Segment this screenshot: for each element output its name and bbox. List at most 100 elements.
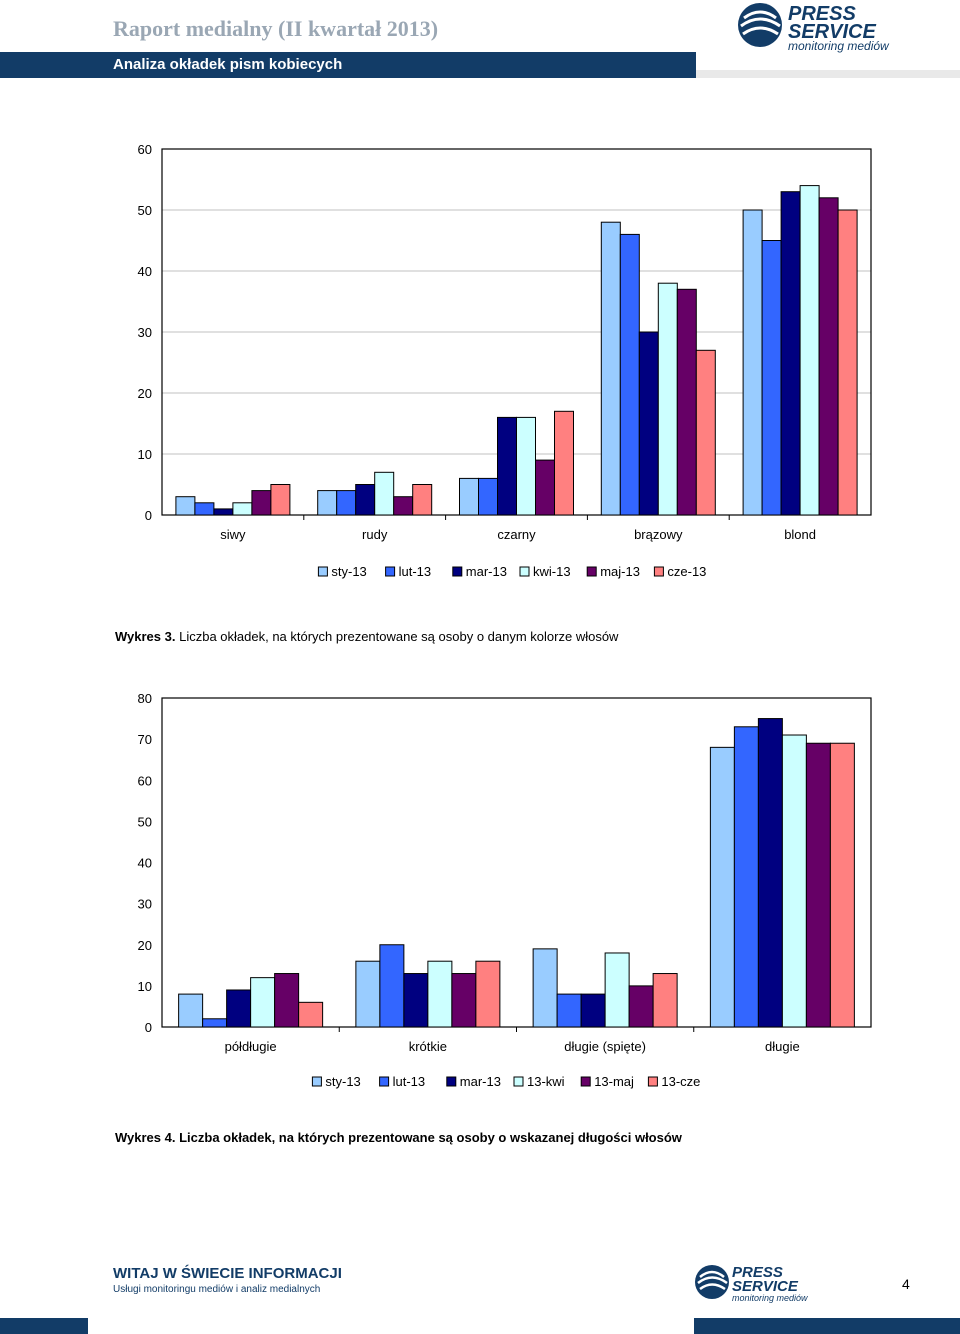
chart1-bar	[695, 349, 716, 516]
chart1-bar	[676, 288, 697, 516]
chart2-bar	[274, 973, 300, 1028]
chart1-legend-label: maj-13	[600, 564, 640, 579]
chart2-bar	[298, 1001, 324, 1028]
chart2-bar	[403, 973, 429, 1028]
chart1-bar	[251, 490, 272, 516]
chart-hair-length: 0 10 20 30 40 50 60 70 80 półdługie krótkie długie …	[138, 691, 872, 1089]
chart1-category-label: czarny	[497, 527, 536, 542]
chart1-bar	[270, 484, 291, 516]
footer-logo: PRESS SERVICE monitoring mediów	[695, 1264, 808, 1303]
chart1-y-tick-label: 10	[138, 447, 152, 462]
chart2-y-tick-label: 0	[145, 1020, 152, 1035]
chart2-bar	[733, 726, 759, 1028]
chart1-bar	[600, 221, 621, 516]
chart1-bar	[837, 209, 858, 516]
chart2-y-tick-label: 40	[138, 856, 152, 871]
chart2-bar	[829, 742, 855, 1028]
chart1-legend-swatch	[653, 566, 664, 577]
chart1-bar	[478, 477, 498, 516]
chart1-legend-swatch	[586, 566, 597, 577]
chart2-y-tick-label: 20	[138, 938, 152, 953]
chart2-category-label: długie	[765, 1039, 800, 1054]
chart1-caption-text: Liczba okładek, na których prezentowane …	[179, 629, 619, 644]
chart1-bar	[780, 191, 801, 516]
chart2-legend-label: lut-13	[393, 1074, 426, 1089]
footer-bar-left	[0, 1318, 88, 1334]
chart2-bar	[556, 993, 582, 1028]
report-title: Raport medialny (II kwartał 2013)	[113, 16, 439, 41]
chart1-bar	[742, 209, 763, 516]
chart2-bar	[355, 960, 381, 1028]
header-bar-accent	[696, 70, 960, 78]
chart2-bar	[652, 973, 678, 1028]
chart1-bar	[213, 508, 234, 516]
chart1-category-label: brązowy	[634, 527, 683, 542]
chart2-legend-swatch	[379, 1076, 390, 1087]
chart2-bar	[709, 746, 735, 1028]
chart1-bar	[799, 185, 820, 516]
chart2-bar	[202, 1018, 228, 1028]
chart2-bar	[580, 993, 606, 1028]
chart1-legend-swatch	[452, 566, 463, 577]
chart2-bar	[628, 985, 654, 1028]
footer-tagline: WITAJ W ŚWIECIE INFORMACJI	[113, 1265, 342, 1282]
footer-bar-right	[694, 1318, 960, 1334]
chart1-bar	[619, 233, 640, 516]
chart2-y-tick-label: 30	[138, 897, 152, 912]
chart1-bar	[459, 477, 479, 516]
chart2-bar	[757, 718, 783, 1028]
chart1-y-tick-label: 50	[138, 203, 152, 218]
chart2-caption-number: Wykres 4.	[115, 1130, 176, 1145]
chart2-y-tick-label: 70	[138, 732, 152, 747]
chart2-bar	[805, 742, 831, 1028]
footer-logo-text-monitoring: monitoring mediów	[732, 1293, 808, 1303]
chart-hair-color: 0 10 20 30 40 50 60 siwy rudy czarny brązowy blond s…	[138, 142, 872, 579]
chart1-legend-swatch	[317, 566, 328, 577]
chart1-legend-label: lut-13	[399, 564, 432, 579]
press-service-logo: PRESS SERVICE monitoring mediów	[738, 3, 890, 53]
chart1-y-tick-label: 40	[138, 264, 152, 279]
chart1-category-label: blond	[784, 527, 816, 542]
footer-logo-text-press: PRESS	[732, 1264, 783, 1281]
chart2-category-label: półdługie	[225, 1039, 277, 1054]
chart1-legend-label: kwi-13	[533, 564, 571, 579]
chart2-legend-label: mar-13	[460, 1074, 501, 1089]
chart1-y-tick-label: 60	[138, 142, 152, 157]
logo-text-monitoring: monitoring mediów	[788, 39, 890, 53]
chart2-y-tick-label: 50	[138, 814, 152, 829]
header-bar	[0, 52, 696, 78]
chart1-category-label: rudy	[362, 527, 388, 542]
chart2-bar	[475, 960, 501, 1028]
chart2-bar	[178, 993, 204, 1028]
chart1-bar	[336, 490, 357, 516]
chart2-legend-swatch	[513, 1076, 524, 1087]
chart1-y-tick-label: 20	[138, 386, 152, 401]
chart1-y-tick-label: 0	[145, 508, 152, 523]
chart2-y-tick-label: 10	[138, 979, 152, 994]
chart2-bar	[427, 960, 453, 1028]
chart2-caption: Wykres 4. Liczba okładek, na których pre…	[115, 1130, 682, 1145]
chart2-category-label: krótkie	[409, 1039, 447, 1054]
chart2-legend-swatch	[311, 1076, 322, 1087]
chart1-category-label: siwy	[220, 527, 246, 542]
chart1-bar	[317, 490, 338, 516]
page-number: 4	[902, 1276, 910, 1292]
chart1-bar	[657, 282, 678, 516]
chart2-bar	[781, 734, 807, 1028]
chart2-legend-label: 13-cze	[661, 1074, 700, 1089]
chart1-legend-label: cze-13	[667, 564, 706, 579]
footer-logo-text-service: SERVICE	[732, 1278, 799, 1295]
chart1-legend-label: mar-13	[466, 564, 507, 579]
chart1-bar	[374, 471, 395, 516]
chart2-legend-label: 13-kwi	[527, 1074, 565, 1089]
chart1-bar	[638, 331, 659, 516]
chart1-bar	[761, 240, 782, 516]
logo-text-press: PRESS	[788, 3, 856, 25]
chart2-legend-swatch	[446, 1076, 457, 1087]
chart1-bar	[412, 484, 433, 516]
chart2-legend-swatch	[647, 1076, 658, 1087]
chart1-bar	[554, 410, 574, 516]
chart1-bar	[175, 496, 196, 516]
chart2-legend-label: 13-maj	[594, 1074, 634, 1089]
chart1-bar	[535, 459, 555, 516]
